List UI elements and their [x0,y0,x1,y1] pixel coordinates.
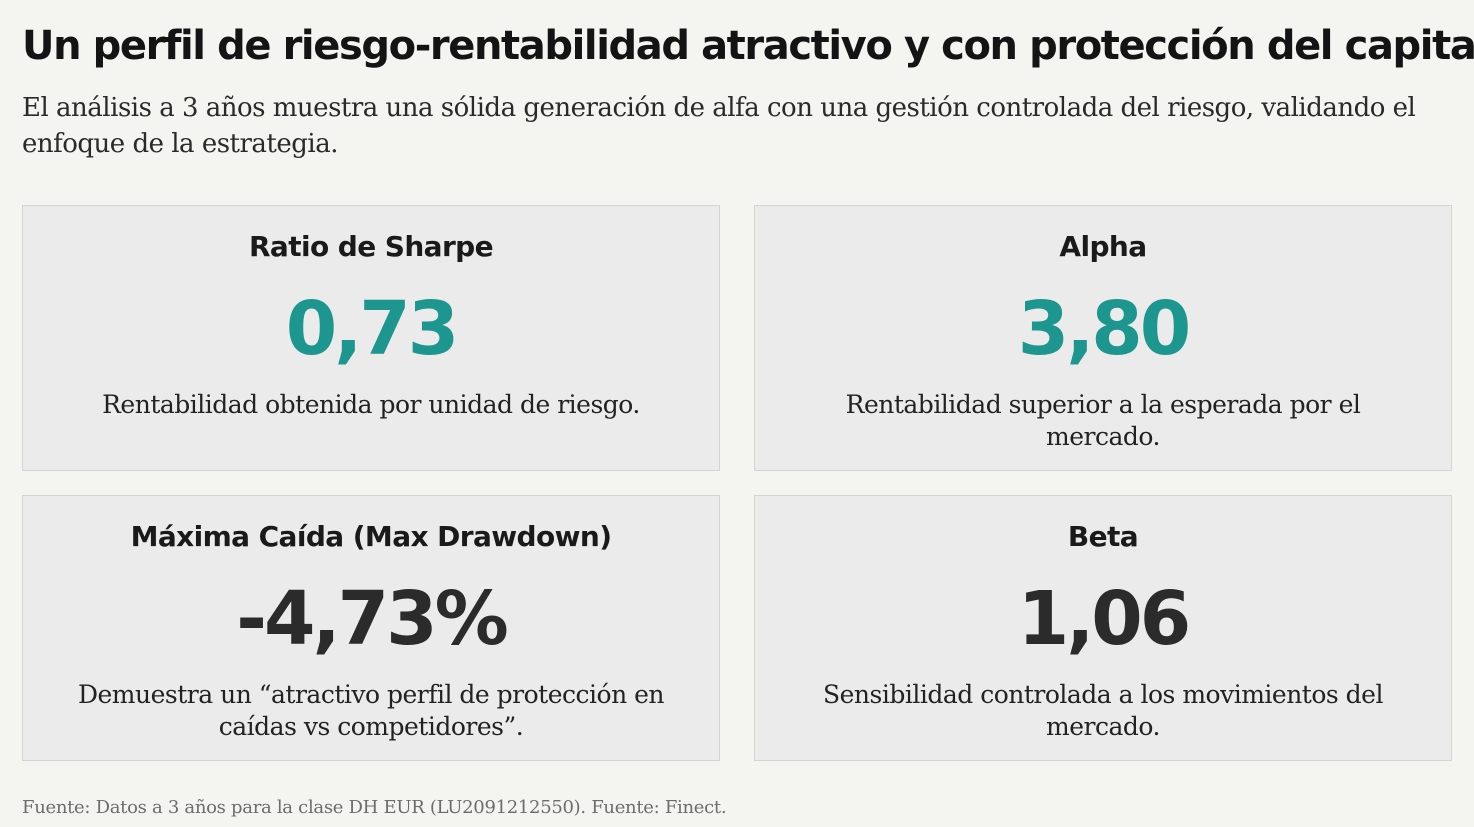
metric-description: Rentabilidad superior a la esperada por … [845,390,1361,451]
metric-description: Sensibilidad controlada a los movimiento… [823,680,1383,741]
metric-value: 0,73 [285,286,460,372]
metric-card-sharpe: Ratio de Sharpe 0,73 Rentabilidad obteni… [22,205,720,471]
metric-card-max-drawdown: Máxima Caída (Max Drawdown) -4,73% Demue… [22,495,720,761]
metric-label: Beta [1067,520,1139,553]
metric-description: Demuestra un “atractivo perfil de protec… [77,680,665,741]
metric-card-beta: Beta 1,06 Sensibilidad controlada a los … [754,495,1452,761]
source-note: Fuente: Datos a 3 años para la clase DH … [22,797,727,818]
metric-value: 1,06 [1017,576,1192,662]
metric-description: Rentabilidad obtenida por unidad de ries… [102,390,640,419]
page-subtitle: El análisis a 3 años muestra una sólida … [22,93,1416,159]
metric-value: 3,80 [1017,286,1192,372]
metric-label: Ratio de Sharpe [248,230,494,263]
metric-label: Alpha [1059,230,1147,263]
metric-label: Máxima Caída (Max Drawdown) [130,520,612,553]
page-title: Un perfil de riesgo-rentabilidad atracti… [22,23,1474,69]
metric-value: -4,73% [236,576,508,662]
metric-card-alpha: Alpha 3,80 Rentabilidad superior a la es… [754,205,1452,471]
